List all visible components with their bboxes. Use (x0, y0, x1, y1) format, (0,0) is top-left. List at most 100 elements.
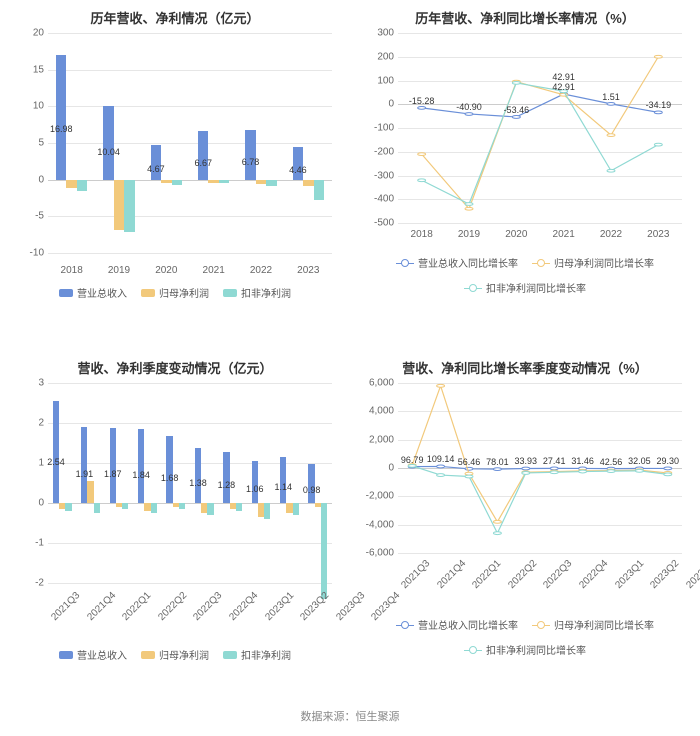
y-tick-label: 10 (33, 101, 44, 112)
legend-label: 归母净利润 (159, 285, 209, 300)
legend-item: 扣非净利润 (223, 647, 291, 662)
x-tick-label: 2019 (445, 229, 492, 240)
point-value-label: 78.01 (486, 457, 509, 467)
legend-label: 营业总收入同比增长率 (418, 617, 518, 632)
bar-group: 1.84 (133, 383, 161, 583)
legend-swatch (464, 645, 482, 655)
bar (166, 436, 172, 503)
bar (293, 503, 299, 515)
bar (207, 503, 213, 515)
point-value-label: -40.90 (456, 102, 482, 112)
line-point (418, 106, 426, 109)
gridline (398, 223, 682, 224)
legend: 营业总收入同比增长率归母净利润同比增长率扣非净利润同比增长率 (358, 255, 692, 295)
line-series (422, 57, 659, 209)
line-point (654, 143, 662, 146)
bar (114, 180, 124, 230)
line-point (664, 473, 672, 476)
bar (303, 180, 313, 186)
bar (208, 180, 218, 183)
point-value-label: -15.28 (409, 96, 435, 106)
line-point (607, 470, 615, 473)
x-tick-label: 2018 (48, 265, 95, 276)
bar (65, 503, 71, 511)
legend: 营业总收入归母净利润扣非净利润 (8, 285, 342, 300)
y-tick-label: -2 (35, 578, 44, 589)
bar (264, 503, 270, 519)
bar-group: 0.98 (304, 383, 332, 583)
x-tick-label: 2020 (493, 229, 540, 240)
bar-value-label: 4.46 (289, 165, 307, 175)
bar (245, 130, 255, 180)
x-tick-label: 2022Q4 (227, 590, 260, 623)
panel-annual-values: 历年营收、净利情况（亿元）-10-50510152016.9810.044.67… (0, 0, 350, 350)
y-tick-label: -500 (374, 218, 394, 229)
line-point (437, 474, 445, 477)
line-point (465, 475, 473, 478)
x-tick-label: 2021 (540, 229, 587, 240)
legend-label: 扣非净利润同比增长率 (486, 280, 586, 295)
x-tick-label: 2020 (143, 265, 190, 276)
x-tick-label: 2022Q2 (156, 590, 189, 623)
x-tick-label: 2023Q2 (298, 590, 331, 623)
bar-value-label: 1.06 (246, 484, 264, 494)
legend-item: 营业总收入 (59, 647, 127, 662)
legend-label: 扣非净利润 (241, 647, 291, 662)
plot-region: -500-400-300-200-1000100200300-15.28-40.… (398, 33, 682, 223)
y-tick-label: 2 (38, 418, 44, 429)
legend-swatch (59, 651, 73, 659)
bar-group: 1.06 (247, 383, 275, 583)
chart-area: -10-50510152016.9810.044.676.676.784.462… (8, 33, 342, 281)
bar-group: 16.98 (48, 33, 95, 253)
y-tick-label: -300 (374, 170, 394, 181)
bars-layer: 16.9810.044.676.676.784.46 (48, 33, 332, 253)
line-point (437, 384, 445, 387)
legend-label: 营业总收入同比增长率 (418, 255, 518, 270)
line-point (418, 179, 426, 182)
line-point (512, 81, 520, 84)
bar-value-label: 4.67 (147, 164, 165, 174)
data-source-footer: 数据来源：恒生聚源 (0, 700, 700, 736)
legend-swatch (141, 289, 155, 297)
x-tick-label: 2022Q3 (192, 590, 225, 623)
bar-group: 1.87 (105, 383, 133, 583)
line-point (465, 207, 473, 210)
bar (266, 180, 276, 186)
legend-swatch (464, 283, 482, 293)
bar (53, 401, 59, 503)
legend-swatch (396, 620, 414, 630)
bar-value-label: 6.67 (194, 158, 212, 168)
x-tick-label: 2021Q3 (49, 590, 82, 623)
line-point (465, 203, 473, 206)
legend-label: 扣非净利润同比增长率 (486, 642, 586, 657)
line-point (550, 467, 558, 470)
point-value-label: 42.91 (552, 82, 575, 92)
plot-region: -6,000-4,000-2,00002,0004,0006,00096.791… (398, 383, 682, 553)
bar-group: 1.38 (190, 383, 218, 583)
bar (122, 503, 128, 509)
legend-label: 扣非净利润 (241, 285, 291, 300)
y-tick-label: 0 (38, 498, 44, 509)
plot-region: -2-101232.541.911.871.841.681.381.281.06… (48, 383, 332, 583)
bar-group: 4.46 (285, 33, 332, 253)
line-point (408, 464, 416, 467)
x-axis-labels: 201820192020202120222023 (398, 229, 682, 240)
x-tick-label: 2019 (95, 265, 142, 276)
y-tick-label: 200 (377, 51, 394, 62)
x-tick-label: 2022Q3 (542, 558, 575, 591)
x-tick-label: 2022Q1 (471, 558, 504, 591)
point-value-label: 96.79 (401, 455, 424, 465)
chart-area: -6,000-4,000-2,00002,0004,0006,00096.791… (358, 383, 692, 613)
line-point (664, 467, 672, 470)
legend-label: 归母净利润 (159, 647, 209, 662)
x-tick-label: 2021 (190, 265, 237, 276)
bars-layer: 2.541.911.871.841.681.381.281.061.140.98 (48, 383, 332, 583)
point-value-label: 109.14 (427, 454, 455, 464)
legend-swatch (223, 289, 237, 297)
bar-group: 1.28 (218, 383, 246, 583)
bar (103, 106, 113, 180)
plot-region: -10-50510152016.9810.044.676.676.784.46 (48, 33, 332, 253)
y-tick-label: -1 (35, 538, 44, 549)
gridline (48, 253, 332, 254)
legend-swatch (532, 620, 550, 630)
